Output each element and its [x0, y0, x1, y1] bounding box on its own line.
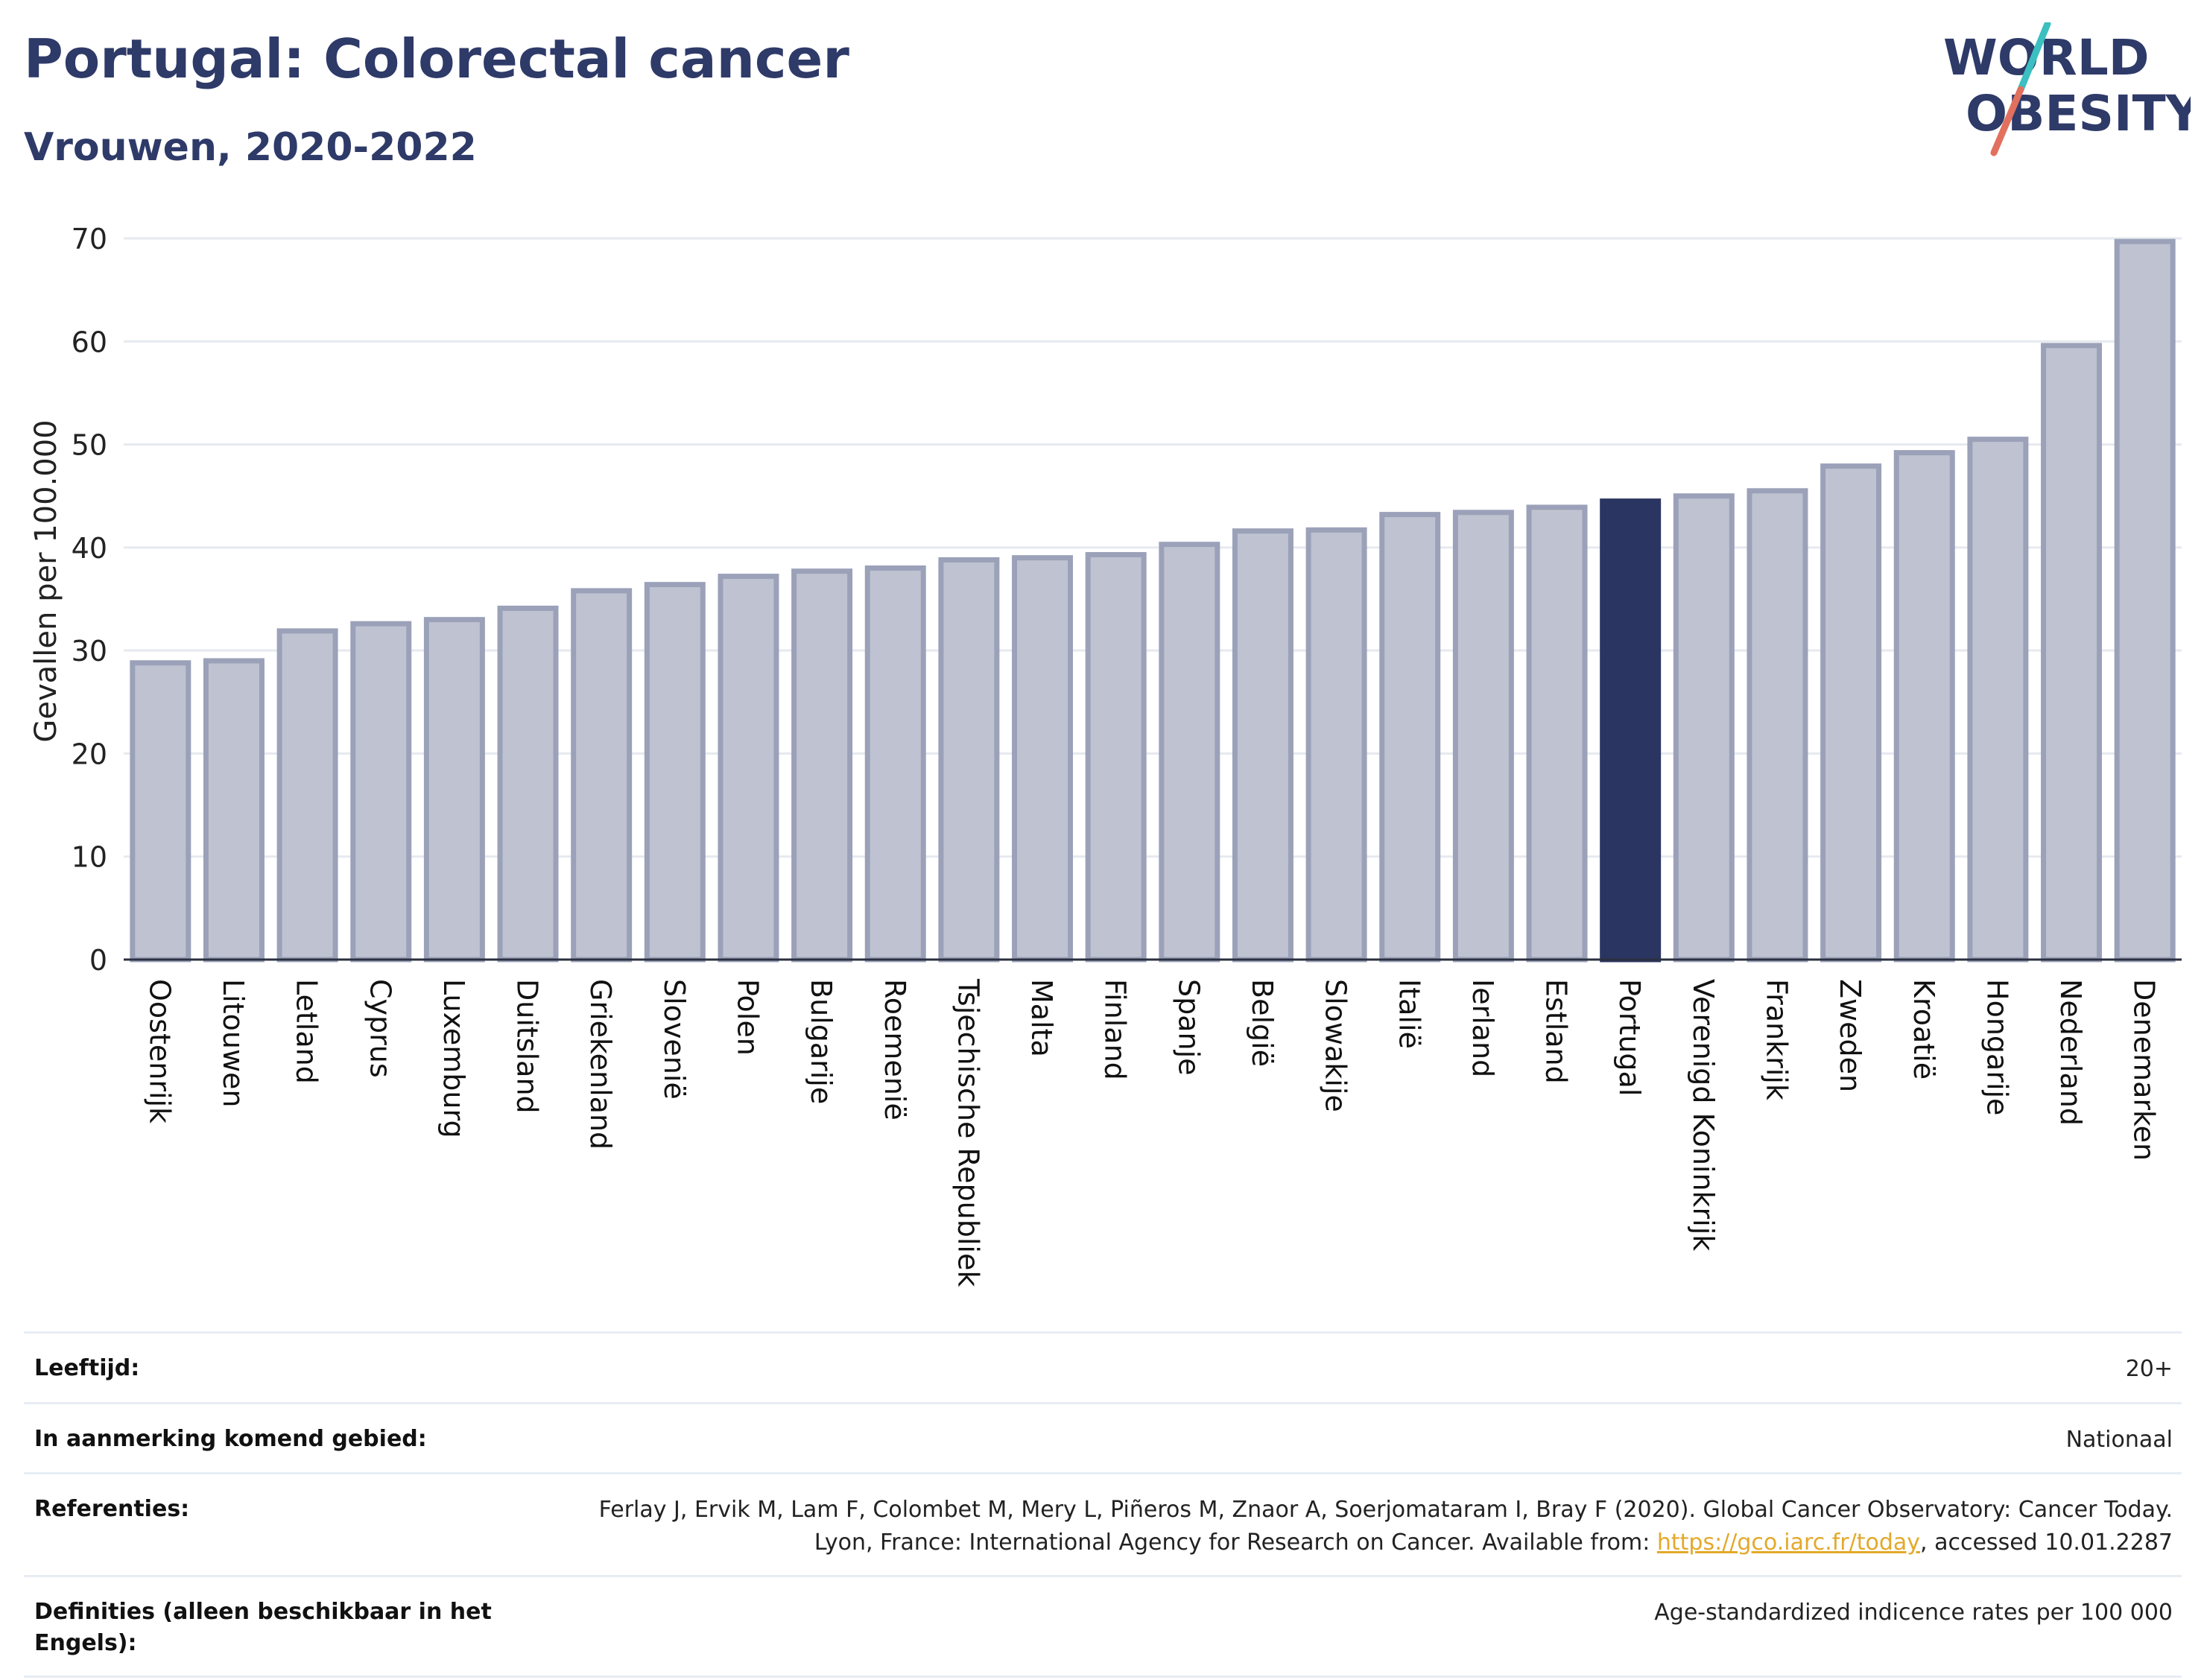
- reference-accessed: , accessed 10.01.2287: [1920, 1529, 2173, 1556]
- y-axis-label: Gevallen per 100.000: [29, 419, 63, 742]
- bar-duitsland[interactable]: [497, 605, 559, 963]
- reference-link[interactable]: https://gco.iarc.fr/today: [1656, 1529, 1921, 1556]
- x-tick-label: Duitsland: [511, 979, 544, 1114]
- bar-belgië[interactable]: [1232, 528, 1293, 963]
- bar-kroatië[interactable]: [1893, 450, 1955, 963]
- meta-label-age: Leeftijd:: [34, 1355, 140, 1381]
- bar-ierland[interactable]: [1452, 510, 1514, 963]
- meta-row-references: Referenties: Ferlay J, Ervik M, Lam F, C…: [24, 1472, 2182, 1575]
- bar-luxemburg[interactable]: [423, 617, 485, 963]
- x-tick-label: Hongarije: [1980, 979, 2013, 1115]
- x-tick-label: Kroatië: [1907, 979, 1940, 1080]
- bar-portugal[interactable]: [1600, 498, 1662, 963]
- bar-spanje[interactable]: [1159, 542, 1220, 963]
- x-tick-label: Litouwen: [217, 979, 250, 1108]
- y-tick-label: 40: [72, 532, 107, 565]
- x-tick-label: Roemenië: [878, 979, 911, 1120]
- bar-estland[interactable]: [1526, 504, 1588, 963]
- bar-chart: 0 10 20 30 40 50 60 70 Oostenrijk Litouwen Letland…: [29, 223, 2182, 1287]
- bar-italië[interactable]: [1379, 512, 1441, 963]
- x-tick-label: Slowakije: [1320, 979, 1352, 1112]
- y-tick-label: 0: [89, 944, 107, 977]
- axes: 0 10 20 30 40 50 60 70 Oostenrijk Litouwen Letland…: [72, 223, 2182, 1287]
- meta-row-definitions: Definities (alleen beschikbaar in het En…: [24, 1575, 2182, 1678]
- bar-litouwen[interactable]: [203, 658, 265, 963]
- x-tick-label: Polen: [731, 979, 764, 1056]
- y-tick-label: 10: [72, 841, 107, 874]
- y-tick-label: 60: [72, 326, 107, 358]
- x-tick-label: Finland: [1099, 979, 1132, 1080]
- meta-row-age: Leeftijd: 20+: [24, 1331, 2182, 1402]
- logo-slash-top: [2017, 22, 2051, 93]
- x-tick-label: Luxemburg: [437, 979, 470, 1138]
- x-tick-label: Tsjechische Republiek: [951, 978, 984, 1287]
- x-tick-label: Verenigd Koninkrijk: [1687, 979, 1720, 1251]
- x-tick-label: België: [1246, 979, 1279, 1067]
- x-tick-label: Portugal: [1613, 979, 1646, 1096]
- chart-title: Portugal: Colorectal cancer: [24, 28, 849, 90]
- bars: [130, 238, 2176, 963]
- chart-subtitle: Vrouwen, 2020-2022: [24, 125, 477, 170]
- meta-value-definitions: Age-standardized indicence rates per 100…: [1654, 1600, 2173, 1626]
- meta-value-age: 20+: [2125, 1356, 2173, 1382]
- bar-polen[interactable]: [718, 574, 779, 963]
- x-tick-label: Griekenland: [584, 979, 617, 1150]
- y-tick-label: 70: [72, 223, 107, 256]
- x-tick-label: Estland: [1540, 979, 1573, 1084]
- x-tick-label: Denemarken: [2128, 979, 2161, 1161]
- bar-slowakije[interactable]: [1305, 527, 1367, 963]
- logo-slash-bottom: [1990, 86, 2024, 156]
- x-tick-label: Cyprus: [364, 979, 396, 1078]
- bar-nederland[interactable]: [2041, 343, 2103, 963]
- bar-denemarken[interactable]: [2114, 238, 2176, 963]
- y-tick-label: 30: [72, 635, 107, 668]
- meta-label-area: In aanmerking komend gebied:: [34, 1425, 427, 1452]
- x-tick-label: Letland: [291, 979, 323, 1084]
- bar-slovenië[interactable]: [644, 582, 706, 963]
- y-tick-label: 20: [72, 738, 107, 770]
- bar-griekenland[interactable]: [571, 588, 633, 963]
- x-tick-label: Slovenië: [658, 979, 691, 1100]
- bar-bulgarije[interactable]: [791, 568, 853, 963]
- logo-line-world: WORLD: [1943, 29, 2150, 86]
- bar-hongarije[interactable]: [1967, 437, 2029, 963]
- meta-row-area: In aanmerking komend gebied: Nationaal: [24, 1401, 2182, 1473]
- bar-finland[interactable]: [1085, 552, 1147, 963]
- bar-frankrijk[interactable]: [1747, 488, 1808, 963]
- bar-cyprus[interactable]: [350, 621, 412, 963]
- x-tick-label: Frankrijk: [1760, 979, 1793, 1100]
- x-tick-label: Oostenrijk: [143, 979, 176, 1123]
- meta-label-references: Referenties:: [34, 1496, 190, 1522]
- x-tick-label: Zweden: [1834, 979, 1866, 1092]
- reference-text: Ferlay J, Ervik M, Lam F, Colombet M, Me…: [598, 1497, 2173, 1556]
- metadata-table: Leeftijd: 20+ In aanmerking komend gebie…: [24, 1331, 2182, 1678]
- bar-zweden[interactable]: [1820, 463, 1882, 963]
- y-tick-label: 50: [72, 429, 107, 462]
- bar-letland[interactable]: [276, 628, 338, 963]
- x-tick-label: Ierland: [1466, 979, 1499, 1077]
- meta-label-definitions: Definities (alleen beschikbaar in het En…: [34, 1599, 492, 1656]
- meta-value-references: Ferlay J, Ervik M, Lam F, Colombet M, Me…: [571, 1494, 2173, 1559]
- world-obesity-logo: WORLD OBESITY: [1943, 22, 2191, 156]
- bar-oostenrijk[interactable]: [130, 660, 191, 963]
- bar-roemenië[interactable]: [864, 565, 926, 963]
- meta-value-area: Nationaal: [2065, 1426, 2173, 1453]
- x-tick-label: Nederland: [2054, 979, 2087, 1126]
- x-tick-label: Bulgarije: [805, 979, 837, 1104]
- bar-malta[interactable]: [1012, 555, 1074, 963]
- bar-verenigd-koninkrijk[interactable]: [1673, 493, 1735, 963]
- x-tick-label: Italië: [1393, 979, 1425, 1049]
- x-tick-label: Malta: [1025, 979, 1058, 1057]
- bar-tsjechische-republiek[interactable]: [938, 557, 1000, 963]
- x-tick-label: Spanje: [1172, 979, 1205, 1076]
